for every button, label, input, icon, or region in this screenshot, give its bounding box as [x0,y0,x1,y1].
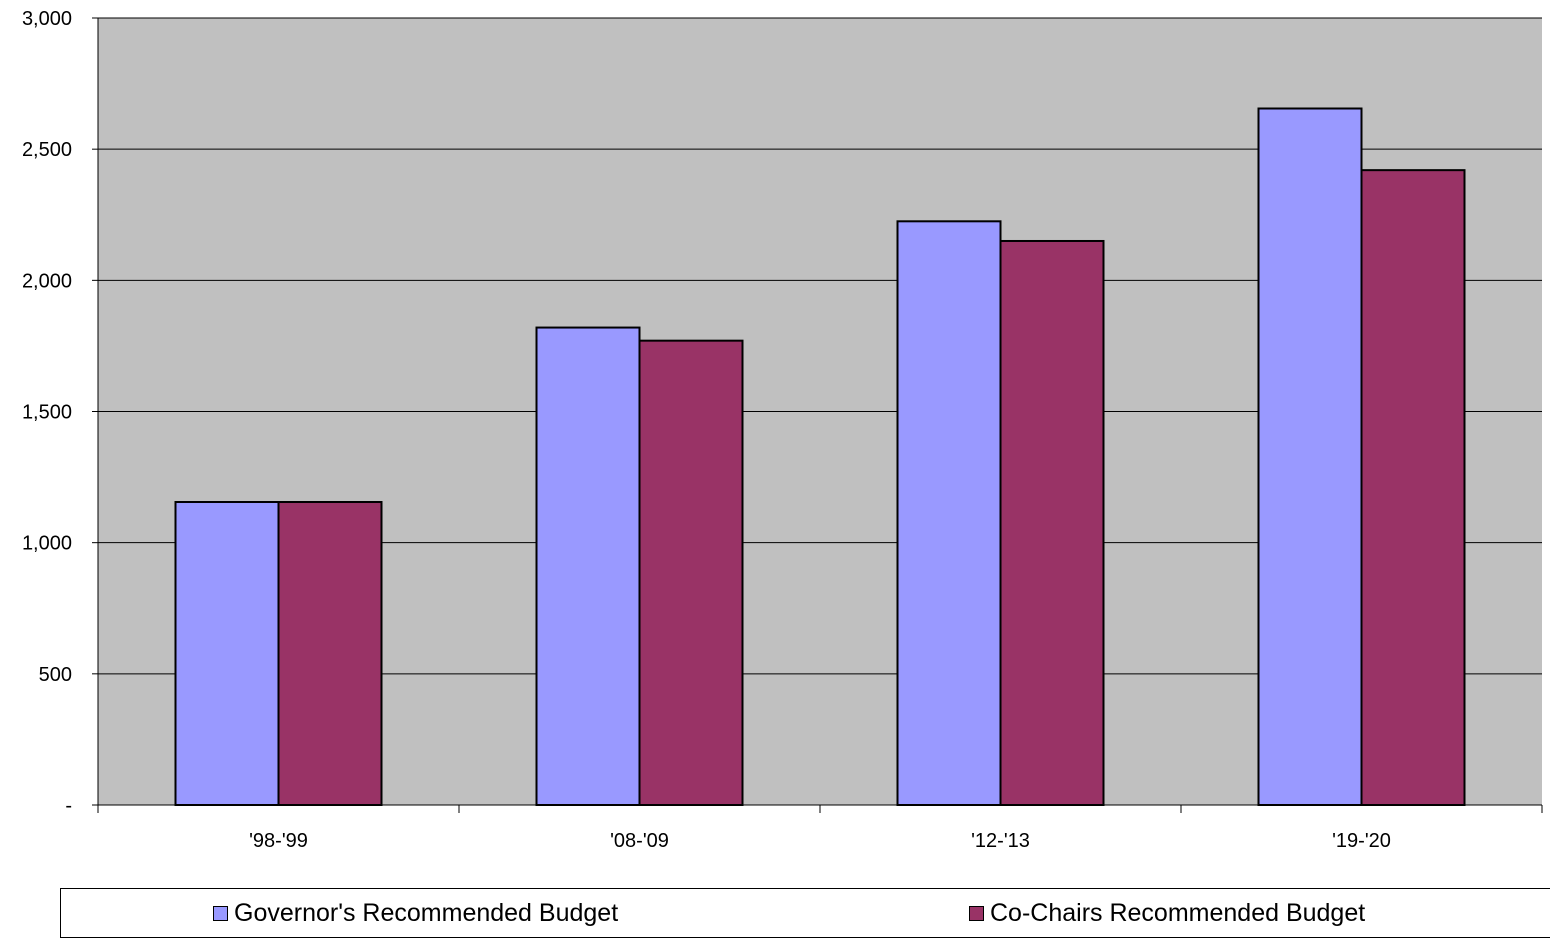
legend-item-governors: Governor's Recommended Budget [213,889,618,937]
legend-label-governors: Governor's Recommended Budget [234,898,619,927]
x-tick-label: '12-'13 [971,830,1030,852]
x-tick-label: '08-'09 [610,830,669,852]
tick-labels: - 500 1,000 1,500 2,000 2,500 3,000 '98-'99 '08-… [22,8,1391,852]
y-tick-label: 3,000 [22,8,72,30]
bar-co-chairs [1360,169,1466,807]
bars [174,107,1466,807]
legend-swatch-co-chairs [969,905,984,921]
legend: Governor's Recommended Budget Co-Chairs … [60,888,1550,938]
bar-co-chairs [277,501,383,806]
y-tick-label: 1,000 [22,533,72,555]
y-tick-label: 500 [39,664,72,686]
bar-governors [896,220,1002,806]
bar-governors [174,501,280,806]
legend-label-co-chairs: Co-Chairs Recommended Budget [990,898,1366,927]
legend-item-co-chairs: Co-Chairs Recommended Budget [969,889,1365,937]
bar-co-chairs [638,339,744,806]
axes [92,17,1543,813]
x-tick-label: '98-'99 [249,830,308,852]
bar-governors [1257,107,1363,806]
bar-co-chairs [999,239,1105,806]
x-tick-label: '19-'20 [1332,830,1391,852]
y-tick-label: 1,500 [22,402,72,424]
y-tick-label: 2,000 [22,270,72,292]
y-tick-label: 2,500 [22,139,72,161]
y-tick-label: - [65,795,72,817]
bar-chart: - 500 1,000 1,500 2,000 2,500 3,000 '98-'99 '08-… [22,8,1543,852]
legend-swatch-governors [213,905,228,921]
bar-governors [535,326,641,806]
